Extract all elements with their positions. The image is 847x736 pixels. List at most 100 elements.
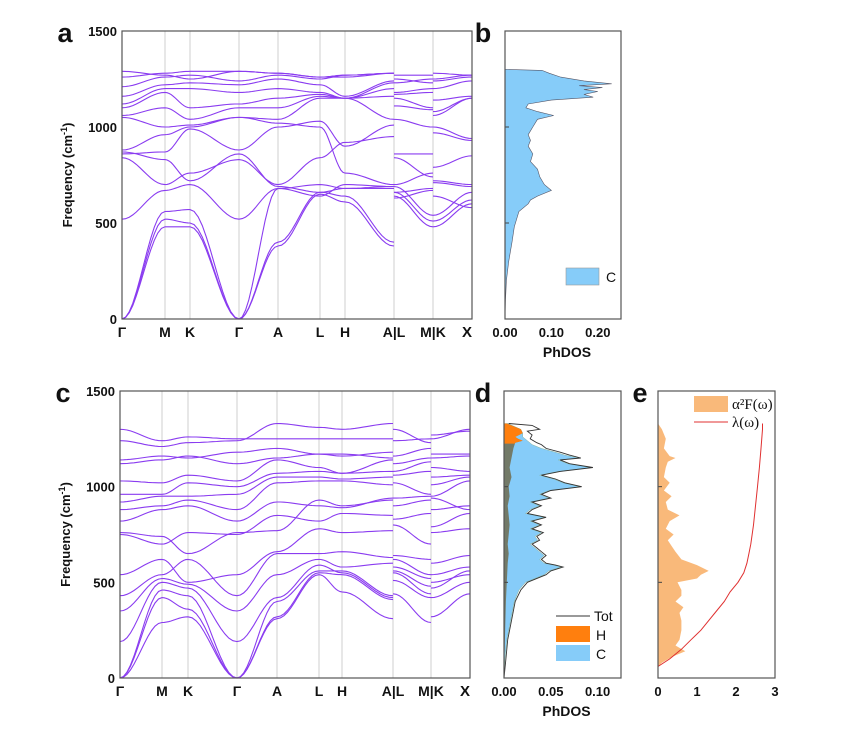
legend-swatch-C — [556, 645, 590, 661]
x-tick-label: 2 — [732, 684, 739, 699]
x-tick-label: 1 — [693, 684, 700, 699]
panel-label: e — [632, 378, 647, 408]
plot-frame — [121, 30, 473, 320]
x-tick-label: A — [273, 324, 283, 340]
x-tick-label: 0.10 — [585, 684, 610, 699]
y-tick-label: 1000 — [88, 120, 117, 135]
x-tick-label: K — [185, 324, 195, 340]
legend-label-a2f: α²F(ω) — [732, 397, 773, 413]
legend-label-C: C — [606, 269, 616, 285]
x-tick-label: A — [272, 683, 282, 699]
y-tick-label: 1500 — [88, 24, 117, 39]
band-line — [121, 116, 473, 186]
y-tick-label: 0 — [110, 312, 117, 327]
band-line — [119, 528, 470, 583]
panel-e: e 0 1 2 3 α²F(ω) λ(ω) — [632, 378, 778, 699]
panel-label: d — [475, 378, 492, 408]
band-line — [119, 428, 470, 442]
x-tick-label: 0.20 — [585, 325, 610, 340]
band-line — [121, 136, 473, 186]
x-tick-label: M|K — [420, 324, 446, 340]
x-tick-label: 0.05 — [538, 684, 563, 699]
y-tick-label: 500 — [93, 575, 115, 590]
y-axis-label-text: Frequency (cm — [60, 135, 75, 227]
x-tick-label: 3 — [771, 684, 778, 699]
panel-d: d 0.00 0.05 0.10 PhDOS Tot HC — [475, 378, 622, 719]
band-line — [119, 570, 471, 679]
dos-area-H — [504, 423, 523, 444]
band-line — [119, 558, 471, 612]
legend-label-Tot: Tot — [594, 608, 613, 624]
legend-swatch-a2f — [694, 396, 728, 412]
x-tick-label: Γ — [116, 683, 125, 699]
x-tick-label: Γ — [235, 324, 244, 340]
y-tick-label: 1000 — [86, 480, 115, 495]
band-line — [119, 572, 471, 679]
band-line — [119, 551, 471, 597]
y-axis-label-end: ) — [60, 123, 75, 127]
band-line — [121, 182, 472, 220]
x-tick-label: M|K — [418, 683, 444, 699]
band-line — [119, 497, 471, 522]
y-tick-label: 0 — [108, 671, 115, 686]
band-line — [121, 120, 473, 155]
band-line — [119, 512, 471, 545]
panel-c: c 0 500 1000 1500 Γ M K Γ A L H A|L M|K X Frequency (cm… — [55, 378, 471, 700]
x-tick-label: 0.00 — [492, 325, 517, 340]
band-line — [121, 88, 473, 113]
x-tick-label: K — [183, 683, 193, 699]
band-line — [119, 422, 471, 448]
band-line — [120, 480, 471, 511]
x-axis-label: PhDOS — [543, 344, 591, 360]
band-line — [121, 95, 473, 120]
plot-frame — [504, 30, 622, 320]
a2f-area — [658, 423, 709, 667]
y-axis-label-end: ) — [58, 482, 73, 486]
band-line — [121, 78, 473, 97]
lambda-line — [657, 423, 763, 667]
x-tick-label: 0 — [654, 684, 661, 699]
dos-area-C — [504, 69, 612, 320]
dos-area-H-overlap — [504, 423, 523, 678]
x-tick-label: M — [159, 324, 171, 340]
y-axis-label-sup: -1 — [59, 127, 69, 135]
band-line — [121, 82, 472, 105]
dos-line-Tot — [503, 423, 593, 679]
x-tick-label: H — [340, 324, 350, 340]
legend-label-C: C — [596, 646, 606, 662]
band-line — [119, 476, 471, 503]
panel-a: a 0 500 1000 1500 Γ M K Γ A L H A|L M|K X Frequency (cm… — [57, 18, 473, 341]
y-tick-label: 1500 — [86, 384, 115, 399]
panel-b: b 0.00 0.10 0.20 PhDOS C — [475, 18, 622, 360]
plot-frame — [503, 390, 622, 679]
legend-swatch-H — [556, 626, 590, 642]
band-line — [121, 70, 472, 84]
band-line — [119, 447, 470, 461]
panel-label: b — [475, 18, 492, 48]
y-axis-label-sup: -1 — [57, 486, 67, 494]
y-axis-label: Frequency (cm-1) — [57, 482, 73, 587]
band-line — [121, 184, 473, 320]
x-axis-label: PhDOS — [542, 703, 590, 719]
band-line — [119, 453, 470, 465]
plot-frame — [657, 390, 776, 679]
x-tick-label: Γ — [118, 324, 127, 340]
legend-swatch-C — [565, 267, 600, 286]
x-tick-label: X — [462, 324, 472, 341]
y-tick-label: 500 — [95, 216, 117, 231]
dos-area-C — [503, 423, 592, 679]
plot-frame — [119, 390, 471, 679]
band-line — [121, 193, 473, 320]
x-tick-label: L — [315, 683, 324, 699]
legend-label-H: H — [596, 627, 606, 643]
y-axis-label-text: Frequency (cm — [58, 494, 73, 586]
band-line — [119, 499, 471, 555]
x-tick-label: 0.10 — [539, 325, 564, 340]
band-line — [119, 564, 471, 643]
panel-label: a — [57, 18, 73, 48]
band-line — [121, 191, 473, 320]
x-tick-label: H — [337, 683, 347, 699]
x-tick-label: Γ — [233, 683, 242, 699]
x-tick-label: L — [316, 324, 325, 340]
